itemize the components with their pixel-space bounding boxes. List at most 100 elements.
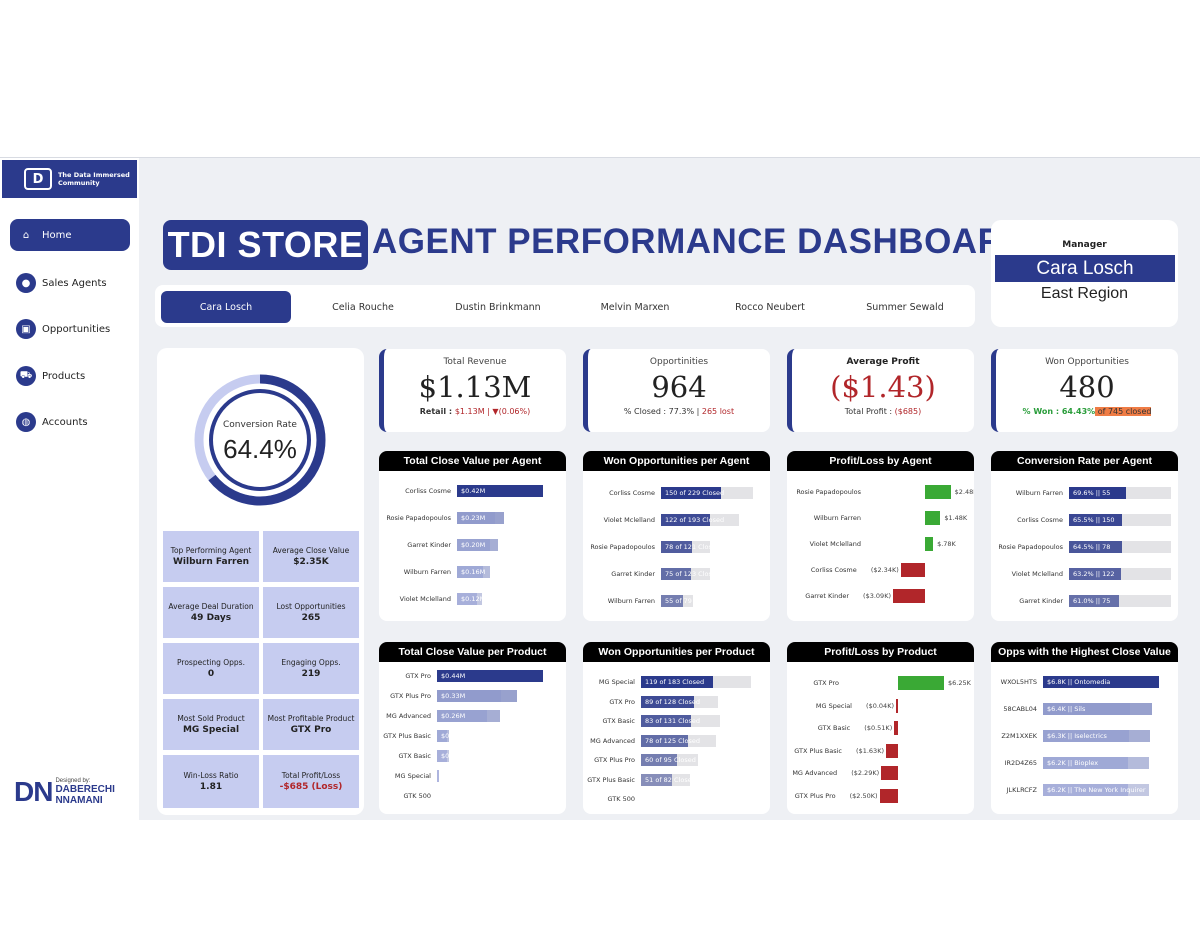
conversion-donut	[194, 374, 326, 506]
tab-agent-melvin-marxen[interactable]: Melvin Marxen	[600, 301, 670, 313]
bar-value-label: 61.0% || 75	[1073, 597, 1111, 605]
stat-engaging-opps: Engaging Opps. 219	[263, 643, 359, 694]
bar-value-label: 75 of 123 Closed	[665, 570, 720, 578]
bar	[1043, 730, 1151, 742]
bar	[1069, 541, 1122, 553]
bar-label: GTX Plus Basic	[587, 775, 635, 784]
kpi-title: Average Profit	[846, 357, 920, 367]
bar-label: Garret Kinder	[611, 570, 655, 578]
kpi-sub-change: | ▼(0.06%)	[484, 407, 531, 416]
bar-value-label: $6.2K || Bioplex	[1047, 759, 1099, 767]
sidebar-item-label: Sales Agents	[42, 277, 107, 289]
bar-value-label: $.78K	[937, 540, 956, 548]
chart-profit-loss-per-product: Profit/Loss by Product GTX Pro $6.25K MG S…	[787, 642, 974, 814]
stat-value: 219	[301, 669, 321, 679]
logo-text-line-2: Community	[58, 179, 100, 187]
bar-value-label: 78 of 125 Closed	[645, 736, 700, 745]
bar	[437, 670, 543, 682]
bar-label: MG Advanced	[590, 736, 635, 745]
bar-label: Violet Mclelland	[809, 540, 861, 548]
bar-value-label: 122 of 193 Closed	[665, 516, 725, 524]
kpi-average-profit: Average Profit ($1.43) Total Profit : ($…	[787, 349, 974, 432]
sidebar-item-home[interactable]: ⌂ Home	[10, 219, 130, 251]
stat-lost-opportunities: Lost Opportunities 265	[263, 587, 359, 638]
chart-title: Conversion Rate per Agent	[991, 451, 1178, 471]
stat-value: $2.35K	[293, 557, 329, 567]
bar	[1043, 784, 1149, 796]
tab-agent-cara-losch[interactable]: Cara Losch	[161, 291, 291, 323]
sidebar-item-accounts[interactable]: ◍ Accounts	[10, 406, 130, 438]
brand-logo[interactable]: D The Data Immersed Community	[2, 160, 137, 198]
kpi-sub-label: Total Profit :	[844, 407, 895, 416]
bar	[925, 511, 941, 525]
logo-text: The Data Immersed Community	[58, 171, 130, 187]
chart-title: Total Close Value per Agent	[379, 451, 566, 471]
sidebar-item-opportunities[interactable]: ▣ Opportunities	[10, 313, 130, 345]
kpi-value: ($1.43)	[830, 370, 936, 404]
bar	[1069, 568, 1121, 580]
stat-value: GTX Pro	[290, 725, 332, 735]
stat-value: Wilburn Farren	[172, 557, 249, 567]
tab-agent-rocco-neubert[interactable]: Rocco Neubert	[735, 301, 805, 313]
chart-title: Total Close Value per Product	[379, 642, 566, 662]
bar-label: Rosie Papadopoulos	[386, 514, 451, 522]
sidebar-item-label: Accounts	[42, 416, 88, 428]
bar-label: Violet Mclelland	[399, 595, 451, 603]
bar-won	[661, 568, 692, 580]
bar-label: GTX Basic	[602, 717, 635, 725]
bar-won	[641, 734, 688, 747]
stat-label: Total Profit/Loss	[281, 771, 341, 780]
bar-label: GTX Plus Basic	[383, 732, 431, 740]
bar-value-label: 60 of 95 Closed	[645, 756, 696, 764]
stat-label: Most Sold Product	[177, 714, 245, 723]
bar-value-label: ($2.29K)	[851, 769, 880, 777]
bar-track	[437, 770, 439, 782]
bar-value-label: 64.5% || 78	[1073, 543, 1111, 551]
manager-name: Cara Losch	[995, 255, 1175, 282]
designer-logo: DN	[14, 776, 53, 807]
dashboard-root: D The Data Immersed Community ⌂ Home ● S…	[0, 157, 1200, 821]
bar-value-label: ($1.63K)	[856, 746, 884, 755]
bar	[925, 537, 934, 551]
bar	[886, 743, 898, 758]
kpi-value: 964	[651, 370, 707, 404]
bar-value-label: 119 of 183 Closed	[645, 678, 705, 686]
sidebar-item-sales-agents[interactable]: ● Sales Agents	[10, 267, 130, 299]
kpi-sub-label: Retail :	[419, 407, 455, 416]
bar-value-label: $6.4K || Sils	[1047, 705, 1086, 713]
bar-won	[661, 487, 722, 499]
bar	[1069, 514, 1123, 526]
bar-value-label: $2.48K	[954, 488, 974, 496]
stat-value: 49 Days	[190, 613, 232, 623]
bar-label: Violet Mclelland	[603, 516, 655, 524]
stat-value: MG Special	[182, 725, 240, 735]
chart-profit-loss-per-agent: Profit/Loss by Agent Rosie Papadopoulos $…	[787, 451, 974, 621]
chart-close-value-per-product: Total Close Value per Product GTX Pro $0.…	[379, 642, 566, 814]
tab-agent-summer-sewald[interactable]: Summer Sewald	[866, 301, 944, 313]
stat-most-sold-product: Most Sold Product MG Special	[163, 699, 259, 750]
stat-label: Average Close Value	[272, 546, 350, 555]
bar-won	[661, 541, 693, 553]
bar-label: Wilburn Farren	[1015, 489, 1063, 497]
tab-agent-dustin-brinkmann[interactable]: Dustin Brinkmann	[455, 301, 541, 313]
home-icon: ⌂	[22, 229, 30, 241]
chart-title: Opps with the Highest Close Value	[991, 642, 1178, 662]
manager-label: Manager	[1062, 240, 1107, 250]
summary-panel: Conversion Rate 64.4% Top Performing Age…	[157, 348, 364, 815]
bar-value-label: 89 of 128 Closed	[645, 697, 700, 706]
sidebar-item-products[interactable]: ⛟ Products	[10, 360, 130, 392]
bar-label: Garret Kinder	[1019, 597, 1063, 605]
bar-value-label: 55 of 79 Closed	[665, 597, 716, 605]
bar	[893, 589, 925, 603]
tab-agent-celia-rouche[interactable]: Celia Rouche	[332, 301, 394, 313]
bar-label: GTK 500	[607, 795, 635, 803]
bar-label: MG Special	[815, 701, 852, 710]
bar-label: Rosie Papadopoulos	[998, 543, 1063, 551]
designer-credit: DN Designed by: DABERECHI NNAMANI	[14, 776, 115, 808]
bar-value-label: $6.25K	[948, 679, 971, 687]
kpi-subtext: Retail : $1.13M | ▼(0.06%)	[384, 407, 566, 416]
stat-label: Engaging Opps.	[281, 658, 341, 667]
chart-conversion-per-agent: Conversion Rate per Agent Wilburn Farren…	[991, 451, 1178, 621]
sidebar-item-label: Products	[42, 370, 86, 382]
bar-label: GTX Plus Pro	[594, 756, 635, 764]
